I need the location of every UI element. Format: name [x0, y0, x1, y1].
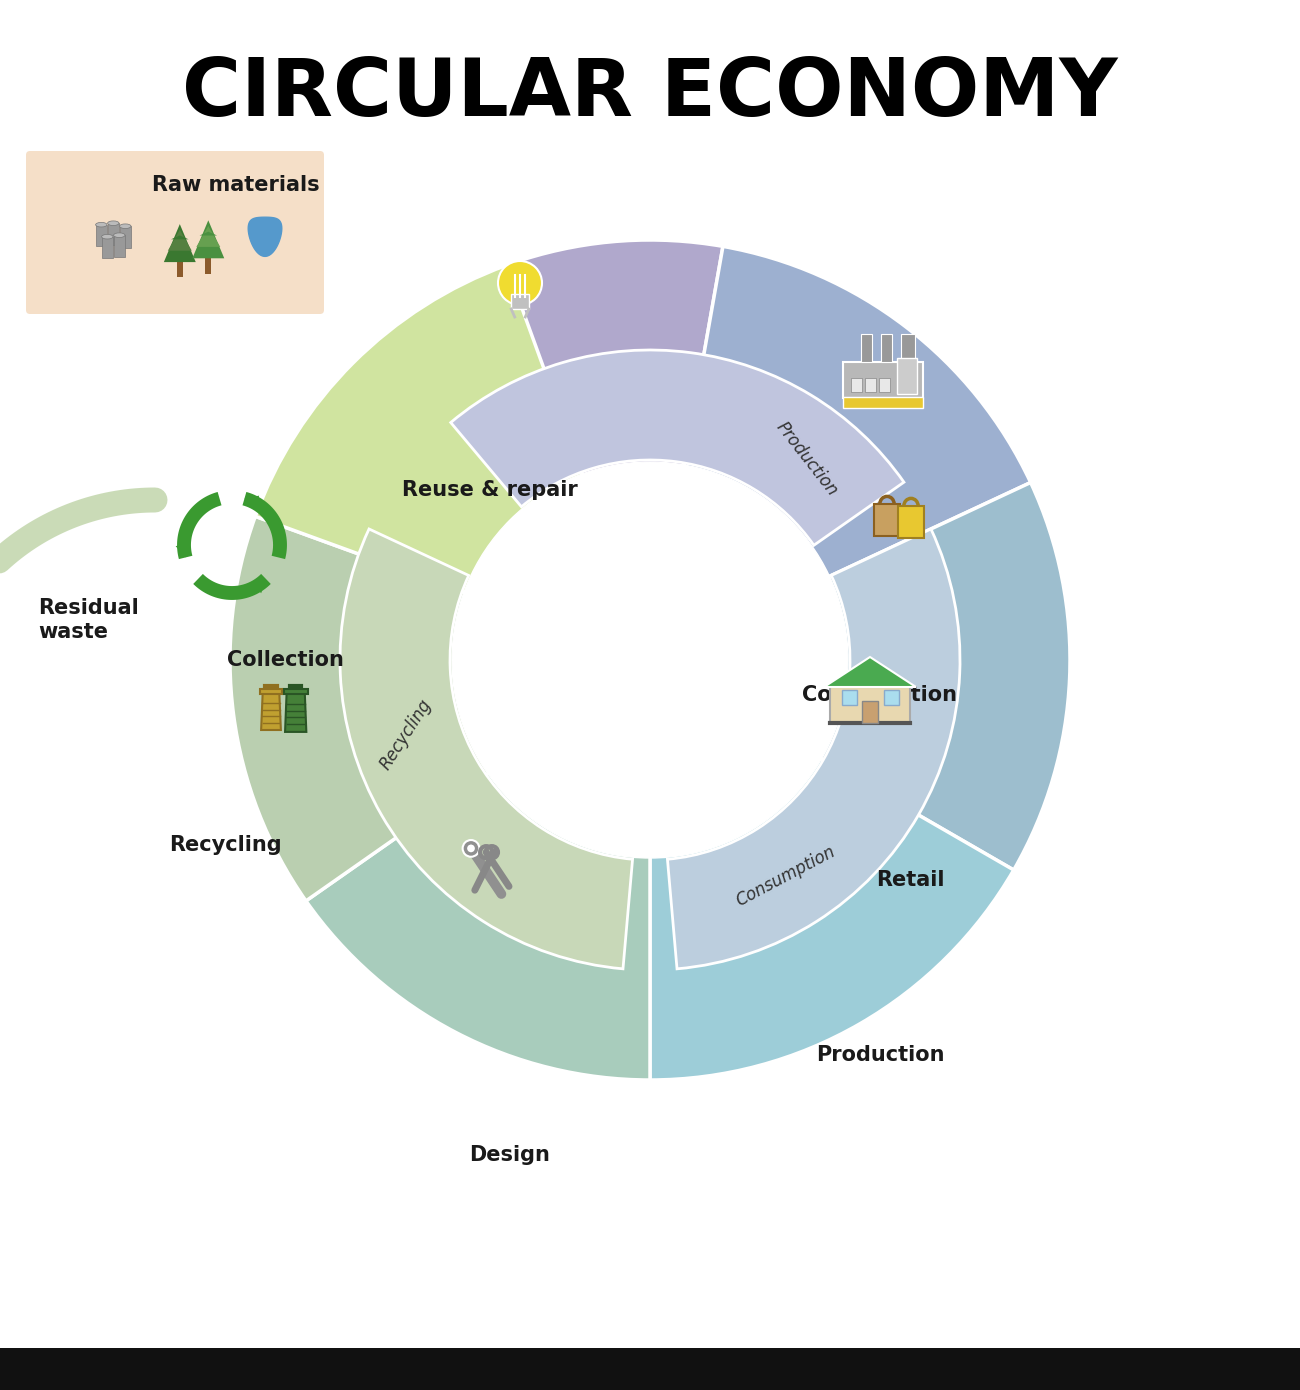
Text: Raw materials: Raw materials: [152, 175, 320, 195]
Bar: [108, 224, 120, 245]
Polygon shape: [824, 657, 916, 687]
Ellipse shape: [96, 222, 107, 227]
Wedge shape: [306, 766, 650, 1080]
Text: Design: Design: [469, 1145, 550, 1165]
Circle shape: [463, 840, 480, 856]
Circle shape: [498, 261, 542, 304]
Text: Recycling: Recycling: [169, 835, 281, 855]
Ellipse shape: [113, 234, 125, 238]
Polygon shape: [192, 220, 225, 259]
Wedge shape: [354, 240, 723, 530]
Text: Production: Production: [815, 1045, 944, 1065]
Wedge shape: [810, 482, 1070, 870]
Bar: [861, 334, 872, 361]
Bar: [96, 225, 107, 246]
Text: Reuse & repair: Reuse & repair: [402, 480, 578, 500]
Wedge shape: [341, 530, 633, 969]
Polygon shape: [261, 694, 281, 730]
Bar: [874, 505, 900, 537]
Bar: [852, 378, 862, 392]
Bar: [862, 701, 878, 723]
Bar: [829, 687, 910, 723]
Polygon shape: [168, 229, 192, 250]
Wedge shape: [451, 350, 904, 545]
Bar: [901, 334, 915, 361]
Bar: [881, 334, 892, 361]
Bar: [205, 259, 212, 274]
Text: Residual
waste: Residual waste: [38, 599, 139, 642]
Polygon shape: [172, 235, 188, 239]
Bar: [101, 236, 113, 259]
Ellipse shape: [108, 221, 120, 225]
Bar: [283, 689, 308, 694]
Bar: [842, 361, 923, 398]
Bar: [897, 359, 916, 393]
Bar: [260, 689, 282, 694]
Circle shape: [465, 475, 835, 845]
Ellipse shape: [120, 224, 131, 228]
Wedge shape: [667, 530, 959, 969]
Polygon shape: [244, 496, 259, 509]
Wedge shape: [650, 752, 1014, 1080]
Polygon shape: [164, 224, 196, 263]
Polygon shape: [196, 227, 220, 247]
Wedge shape: [230, 516, 498, 901]
Polygon shape: [252, 580, 266, 594]
FancyBboxPatch shape: [26, 152, 324, 314]
Wedge shape: [255, 265, 586, 596]
Bar: [177, 263, 183, 277]
Text: Collection: Collection: [226, 651, 343, 670]
Text: Recycling: Recycling: [377, 696, 436, 773]
Bar: [113, 235, 125, 257]
Polygon shape: [285, 694, 307, 733]
Wedge shape: [682, 246, 1031, 582]
Bar: [898, 506, 924, 538]
Circle shape: [452, 461, 848, 858]
Bar: [842, 396, 923, 409]
Text: Retail: Retail: [876, 870, 944, 890]
Polygon shape: [248, 217, 282, 256]
Circle shape: [467, 844, 476, 853]
Text: Consumption: Consumption: [732, 842, 839, 910]
Bar: [120, 227, 131, 247]
Bar: [511, 293, 529, 309]
Bar: [864, 378, 876, 392]
Polygon shape: [199, 232, 217, 235]
Text: CIRCULAR ECONOMY: CIRCULAR ECONOMY: [182, 56, 1118, 133]
Ellipse shape: [101, 235, 113, 239]
Bar: [884, 689, 900, 705]
Bar: [879, 378, 891, 392]
Bar: [0, 1348, 1300, 1390]
Bar: [842, 689, 857, 705]
Text: Production: Production: [772, 418, 841, 499]
Polygon shape: [176, 542, 188, 557]
Text: Consumption: Consumption: [802, 685, 958, 705]
